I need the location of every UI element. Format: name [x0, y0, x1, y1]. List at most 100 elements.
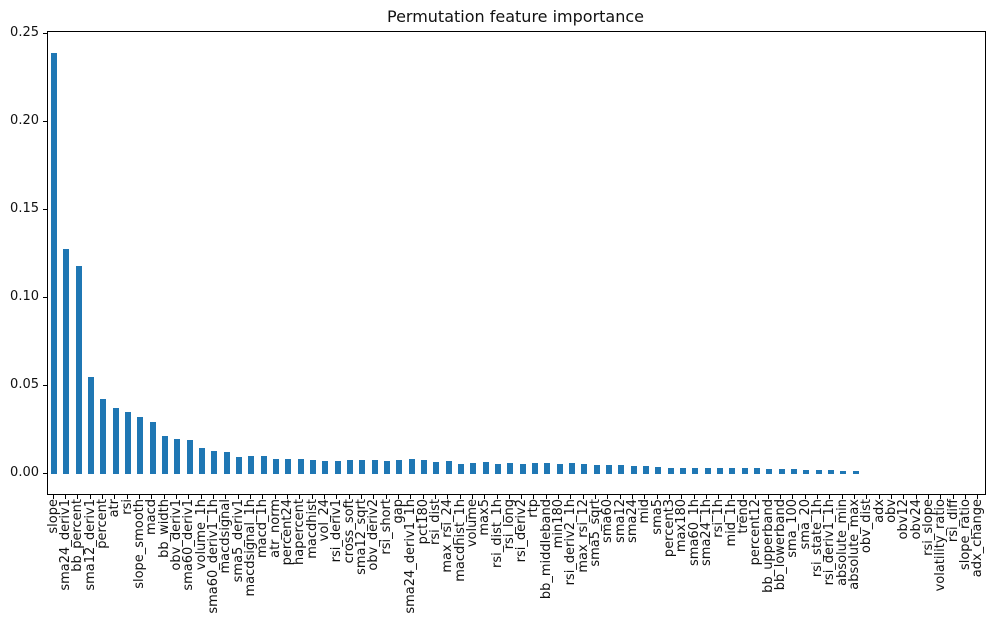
- bar-sma_20: [803, 469, 810, 474]
- x-tick-mark: [656, 495, 658, 499]
- x-tick-mark: [225, 495, 227, 499]
- bar-absolute_max: [852, 471, 859, 474]
- x-tick-mark: [114, 495, 116, 499]
- bar-macdhist_1h: [458, 463, 465, 474]
- x-tick-mark: [138, 495, 140, 499]
- x-tick-mark: [434, 495, 436, 499]
- bar-bb_middleband: [544, 463, 551, 474]
- x-tick-mark: [286, 495, 288, 499]
- y-tick-mark: [43, 32, 47, 34]
- bar-sma60_deriv1: [186, 439, 193, 474]
- bar-rsi_deriv2: [519, 464, 526, 474]
- bar-macdsignal_1h: [248, 455, 255, 474]
- bar-percent24: [285, 458, 292, 474]
- bar-percent: [100, 399, 107, 474]
- x-tick-mark: [669, 495, 671, 499]
- bar-bb_width: [162, 436, 169, 474]
- x-tick-mark: [274, 495, 276, 499]
- y-tick-label: 0.10: [10, 289, 39, 304]
- bar-volume: [470, 462, 477, 474]
- x-tick-mark: [817, 495, 819, 499]
- x-tick-mark: [508, 495, 510, 499]
- bar-sma60: [605, 465, 612, 474]
- x-tick-mark: [533, 495, 535, 499]
- x-tick-mark: [730, 495, 732, 499]
- y-tick-label: 0.25: [10, 25, 39, 40]
- x-tick-mark: [607, 495, 609, 499]
- x-tick-mark: [743, 495, 745, 499]
- bar-sma24: [630, 466, 637, 474]
- x-tick-mark: [163, 495, 165, 499]
- x-tick-mark: [521, 495, 523, 499]
- x-tick-mark: [915, 495, 917, 499]
- x-tick-mark: [928, 495, 930, 499]
- x-tick-mark: [348, 495, 350, 499]
- bar-slope_smooth: [137, 416, 144, 474]
- x-tick-mark: [780, 495, 782, 499]
- bar-sma5_deriv1: [236, 456, 243, 474]
- x-tick-mark: [484, 495, 486, 499]
- bar-rsi_deriv1: [334, 460, 341, 474]
- x-tick-mark: [151, 495, 153, 499]
- bar-max180: [679, 467, 686, 474]
- x-tick-mark: [570, 495, 572, 499]
- bar-rsi_deriv2_1h: [568, 463, 575, 474]
- bar-sma60_1h: [692, 467, 699, 474]
- x-tick-mark: [397, 495, 399, 499]
- bar-mid: [642, 466, 649, 474]
- x-tick-mark: [212, 495, 214, 499]
- bar-bb_percent: [75, 266, 82, 474]
- bar-sma5_sqrt: [593, 464, 600, 474]
- x-tick-mark: [101, 495, 103, 499]
- bar-rsi_deriv1_1h: [827, 470, 834, 474]
- bar-sma24_1h: [704, 467, 711, 474]
- x-tick-mark: [188, 495, 190, 499]
- bar-rsi: [125, 412, 132, 474]
- x-tick-mark: [175, 495, 177, 499]
- bar-percent3: [667, 467, 674, 474]
- x-tick-mark: [903, 495, 905, 499]
- bar-macdsignal: [223, 452, 230, 474]
- bar-sma24_deriv1_1h: [408, 459, 415, 474]
- x-tick-mark: [582, 495, 584, 499]
- bar-bb_upperband: [766, 469, 773, 474]
- x-tick-mark: [422, 495, 424, 499]
- x-tick-mark: [891, 495, 893, 499]
- bar-max_rsi_24: [445, 460, 452, 474]
- x-tick-mark: [693, 495, 695, 499]
- bar-macdhist: [310, 459, 317, 474]
- x-tick-mark: [336, 495, 338, 499]
- bar-gap: [396, 460, 403, 474]
- x-tick-mark: [410, 495, 412, 499]
- x-tick-mark: [373, 495, 375, 499]
- bar-hapercent: [297, 458, 304, 474]
- x-tick-mark: [545, 495, 547, 499]
- bar-sma5: [655, 466, 662, 474]
- y-tick-label: 0.15: [10, 201, 39, 216]
- bar-sma60_deriv1_1h: [211, 450, 218, 474]
- bar-volume_1h: [199, 447, 206, 474]
- x-tick-mark: [718, 495, 720, 499]
- x-tick-mark: [952, 495, 954, 499]
- y-tick-mark: [43, 384, 47, 386]
- bar-rsi_long: [507, 463, 514, 474]
- x-tick-mark: [360, 495, 362, 499]
- chart-title: Permutation feature importance: [386, 7, 645, 26]
- bar-bb_lowerband: [778, 469, 785, 474]
- bar-rtp: [531, 463, 538, 474]
- axes: [47, 31, 986, 495]
- bar-max5: [482, 462, 489, 474]
- x-tick-mark: [126, 495, 128, 499]
- bar-rsi_dist_1h: [495, 464, 501, 474]
- y-tick-mark: [43, 208, 47, 210]
- y-tick-label: 0.00: [10, 465, 39, 480]
- bar-sma12_deriv1: [88, 377, 95, 474]
- x-tick-mark: [471, 495, 473, 499]
- x-tick-mark: [619, 495, 621, 499]
- y-tick-label: 0.20: [10, 113, 39, 128]
- y-tick-mark: [43, 472, 47, 474]
- bar-sma12: [618, 465, 625, 474]
- x-tick-mark: [323, 495, 325, 499]
- bar-trend: [741, 468, 748, 474]
- bar-macd_1h: [260, 456, 267, 474]
